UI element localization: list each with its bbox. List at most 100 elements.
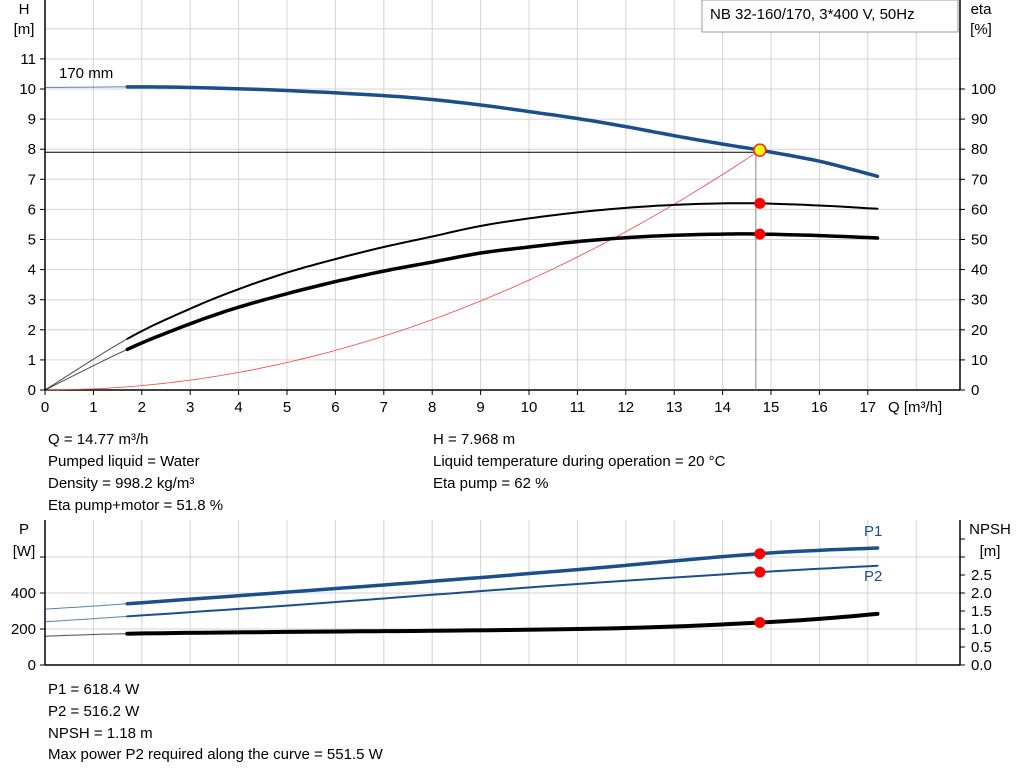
- y-tick-label-right: 80: [971, 141, 988, 158]
- y-tick-label-left: 6: [28, 201, 36, 218]
- x-tick-label: 16: [811, 399, 828, 416]
- duty-point: [753, 143, 767, 157]
- y-tick-label-left: 7: [28, 171, 36, 188]
- x-tick-label: 15: [763, 399, 780, 416]
- info-q: Q = 14.77 m³/h: [48, 431, 149, 448]
- info-liquid: Pumped liquid = Water: [48, 453, 200, 470]
- info-npsh: NPSH = 1.18 m: [48, 725, 153, 742]
- x-tick-label: 5: [283, 399, 291, 416]
- p1-point: [754, 548, 766, 560]
- y-tick-label-p: 200: [11, 621, 36, 638]
- y-tick-label-right: 30: [971, 292, 988, 309]
- y-label-h: H: [19, 1, 30, 18]
- y-tick-label-left: 2: [28, 322, 36, 339]
- x-tick-label: 13: [666, 399, 683, 416]
- y-tick-label-npsh: 1.5: [971, 603, 992, 620]
- info-eta-pump: Eta pump = 62 %: [433, 475, 549, 492]
- x-label-q: Q [m³/h]: [888, 399, 942, 416]
- y-tick-label-left: 4: [28, 262, 36, 279]
- y-label-eta: eta: [971, 1, 993, 18]
- chart-title: NB 32-160/170, 3*400 V, 50Hz: [710, 6, 915, 23]
- x-tick-label: 14: [714, 399, 731, 416]
- x-tick-label: 3: [186, 399, 194, 416]
- info-p2: P2 = 516.2 W: [48, 703, 140, 720]
- x-tick-label: 0: [41, 399, 49, 416]
- x-tick-label: 7: [380, 399, 388, 416]
- y-tick-label-right: 100: [971, 81, 996, 98]
- curves: [44, 85, 880, 637]
- info-density: Density = 998.2 kg/m³: [48, 475, 195, 492]
- y-unit-p: [W]: [13, 543, 36, 560]
- x-tick-label: 12: [617, 399, 634, 416]
- p2-curve-extrapolated: [44, 615, 128, 623]
- system-curve: [44, 149, 761, 391]
- x-tick-label: 9: [476, 399, 484, 416]
- series-label-p1: P1: [864, 523, 882, 540]
- p1-curve: [125, 546, 880, 606]
- y-tick-label-right: 70: [971, 171, 988, 188]
- axes: 0 1 2 3 4 5 6 7 8 9 10 11 12 13 14 15 16 1701234567891011…: [11, 0, 996, 674]
- y-tick-label-npsh: 1.0: [971, 621, 992, 638]
- x-tick-label: 4: [234, 399, 242, 416]
- y-tick-label-npsh: 0.5: [971, 639, 992, 656]
- y-tick-label-p: 0: [28, 657, 36, 674]
- y-unit-eta: [%]: [970, 21, 992, 38]
- y-tick-label-npsh: 2.0: [971, 585, 992, 602]
- y-tick-label-npsh: 0.0: [971, 657, 992, 674]
- y-tick-label-left: 11: [20, 51, 36, 68]
- y-tick-label-left: 5: [28, 232, 36, 249]
- y-label-npsh: NPSH: [969, 521, 1011, 538]
- eta-pump-point: [754, 197, 766, 209]
- eta-pump-motor-curve: [125, 232, 880, 352]
- operating-point-markers: [753, 143, 767, 629]
- y-tick-label-right: 10: [971, 352, 988, 369]
- x-tick-label: 17: [859, 399, 876, 416]
- curve-label: 170 mm: [59, 65, 113, 82]
- y-tick-label-right: 0: [971, 382, 979, 399]
- y-tick-label-left: 0: [28, 382, 36, 399]
- info-temperature: Liquid temperature during operation = 20…: [433, 453, 726, 470]
- x-tick-label: 2: [138, 399, 146, 416]
- y-unit-npsh: [m]: [980, 543, 1001, 560]
- x-tick-label: 8: [428, 399, 436, 416]
- info-h: H = 7.968 m: [433, 431, 516, 448]
- y-tick-label-left: 8: [28, 141, 36, 158]
- power-chart-grid: [45, 520, 960, 665]
- info-max-power: Max power P2 required along the curve = …: [48, 746, 383, 763]
- eta-pump-curve: [126, 202, 879, 340]
- x-tick-label: 11: [570, 399, 586, 416]
- y-tick-label-left: 1: [28, 352, 36, 369]
- info-p1: P1 = 618.4 W: [48, 681, 140, 698]
- eta-pump-motor-point: [754, 228, 766, 240]
- npsh-curve-extrapolated: [44, 633, 128, 637]
- y-tick-label-left: 3: [28, 292, 36, 309]
- x-tick-label: 10: [521, 399, 538, 416]
- y-tick-label-right: 50: [971, 232, 988, 249]
- y-tick-label-right: 90: [971, 111, 988, 128]
- p2-point: [754, 566, 766, 578]
- npsh-point: [754, 617, 766, 629]
- eta-pump-motor-curve-extrapolated: [44, 348, 128, 391]
- x-tick-label: 1: [89, 399, 97, 416]
- eta-pump-curve-extrapolated: [44, 338, 128, 391]
- y-tick-label-left: 10: [19, 81, 36, 98]
- y-tick-label-right: 60: [971, 201, 988, 218]
- series-label-p2: P2: [864, 568, 882, 585]
- head-curve-extrapolated: [44, 86, 128, 88]
- y-tick-label-left: 9: [28, 111, 36, 128]
- x-tick-label: 6: [331, 399, 339, 416]
- p2-curve: [126, 564, 879, 618]
- y-label-p: P: [19, 521, 29, 538]
- y-tick-label-npsh: 2.5: [971, 567, 992, 584]
- p1-curve-extrapolated: [44, 603, 128, 610]
- y-tick-label-right: 20: [971, 322, 988, 339]
- y-tick-label-right: 40: [971, 262, 988, 279]
- y-tick-label-p: 400: [11, 585, 36, 602]
- npsh-curve: [125, 611, 880, 636]
- info-eta-pump-motor: Eta pump+motor = 51.8 %: [48, 497, 224, 514]
- title-box: [701, 0, 959, 33]
- y-unit-h: [m]: [14, 21, 35, 38]
- head-curve: [125, 85, 880, 179]
- head-chart-grid: [45, 0, 960, 390]
